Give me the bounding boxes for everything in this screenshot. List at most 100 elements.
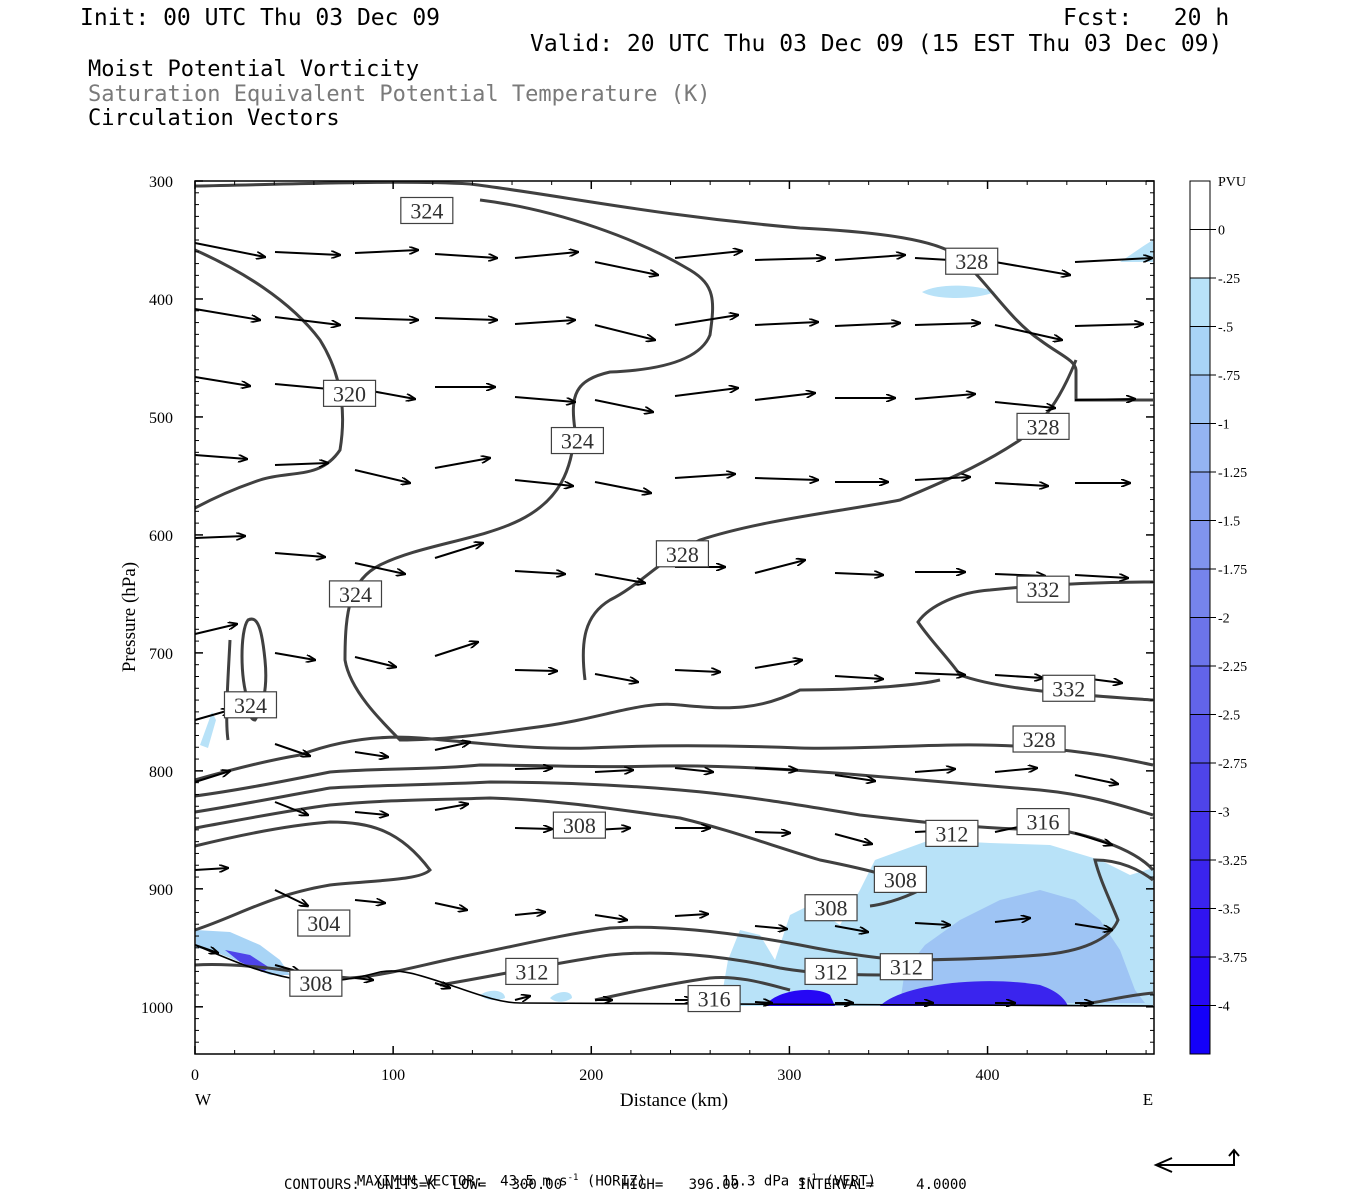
contour-label: 328 bbox=[1023, 727, 1056, 752]
init-time: Init: 00 UTC Thu 03 Dec 09 bbox=[80, 5, 441, 31]
max-vector-label: MAXIMUM VECTOR: bbox=[356, 1173, 484, 1190]
contour-label: 328 bbox=[1027, 414, 1060, 439]
colorbar-swatch bbox=[1190, 763, 1210, 812]
colorbar: 0 -.25 -.5 -.75 -1 -1.25 -1.5 -1.75 -2 -2.25 -2.5 -… bbox=[1189, 180, 1247, 1055]
contour-label: 324 bbox=[561, 429, 594, 454]
colorbar-label: -1.75 bbox=[1218, 563, 1247, 578]
colorbar-label: -.25 bbox=[1218, 272, 1240, 287]
vert-tag: (VERT) bbox=[825, 1173, 876, 1190]
contour-label: 308 bbox=[815, 896, 848, 921]
vert-value: 15.3 bbox=[721, 1173, 756, 1190]
contour-label-box bbox=[1042, 674, 1096, 702]
contour-label-box bbox=[945, 247, 999, 275]
colorbar-label: -.75 bbox=[1218, 369, 1240, 384]
pv-area-left-surface bbox=[196, 930, 290, 975]
x-axis-title: Distance (km) bbox=[620, 1090, 728, 1111]
vert-exponent: -1 bbox=[806, 1173, 817, 1183]
contours-line: CONTOURS: UNITS=K LOW= 300.00 HIGH= 396.… bbox=[284, 1177, 967, 1193]
title-theta-es: Saturation Equivalent Potential Temperat… bbox=[88, 82, 711, 107]
contour-label-box bbox=[550, 426, 605, 455]
x-tick-label: 400 bbox=[976, 1067, 1000, 1084]
y-tick-label: 1000 bbox=[141, 1000, 173, 1017]
colorbar-swatch bbox=[1190, 811, 1210, 861]
contour-label-box bbox=[804, 957, 858, 986]
contour-labels: 324 328 320 324 328 328 324 332 332 324 328 308 312 3… bbox=[223, 196, 1096, 1013]
colorbar-swatch bbox=[1190, 666, 1210, 715]
colorbar-swatch bbox=[1190, 569, 1210, 618]
contour-label-box bbox=[297, 909, 351, 937]
pv-area-inner bbox=[900, 890, 1145, 1003]
y-tick-label: 600 bbox=[149, 528, 173, 545]
colorbar-swatch bbox=[1190, 860, 1210, 909]
pv-area-core-left bbox=[765, 989, 835, 1006]
y-tick-label: 500 bbox=[149, 410, 173, 427]
colorbar-swatch bbox=[1190, 181, 1210, 230]
colorbar-swatch bbox=[1190, 1005, 1210, 1055]
colorbar-label: -2 bbox=[1218, 612, 1230, 627]
colorbar-label: -3 bbox=[1218, 806, 1230, 821]
x-tick-label: 0 bbox=[191, 1067, 199, 1084]
colorbar-swatch bbox=[1190, 957, 1210, 1006]
contour-label: 332 bbox=[1027, 577, 1060, 602]
valid-time: Valid: 20 UTC Thu 03 Dec 09 (15 EST Thu … bbox=[530, 31, 1223, 57]
x-tick-label: 100 bbox=[381, 1067, 405, 1084]
colorbar-label: -2.25 bbox=[1218, 660, 1247, 675]
contour-label-box bbox=[552, 811, 606, 839]
colorbar-swatch bbox=[1190, 278, 1210, 327]
x-tick-label: 200 bbox=[579, 1067, 603, 1084]
colorbar-swatch bbox=[1190, 520, 1210, 570]
colorbar-label: -2.75 bbox=[1218, 757, 1247, 772]
y-tick-label: 700 bbox=[149, 646, 173, 663]
max-vector-line: MAXIMUM VECTOR: 43.5 m s-1 (HORIZ) 15.3 … bbox=[340, 1160, 876, 1189]
contour-label-box bbox=[1012, 725, 1066, 753]
contour-label: 308 bbox=[884, 867, 917, 892]
contour-label-box bbox=[322, 379, 377, 407]
contour-label: 316 bbox=[1027, 810, 1060, 835]
horiz-unit: m s bbox=[542, 1173, 568, 1190]
colorbar-label: -1 bbox=[1218, 418, 1230, 433]
x-tick-label: 300 bbox=[777, 1067, 801, 1084]
contour-label: 312 bbox=[935, 821, 968, 846]
contour-label-box bbox=[687, 984, 741, 1013]
contour-label: 316 bbox=[698, 987, 731, 1012]
contour-label: 328 bbox=[666, 542, 699, 567]
contour-label: 332 bbox=[1052, 676, 1085, 701]
contour-label-box bbox=[328, 580, 383, 608]
colorbar-swatch bbox=[1190, 908, 1210, 958]
colorbar-swatch bbox=[1190, 229, 1210, 279]
forecast-hour: Fcst: 20 h bbox=[1063, 5, 1230, 31]
colorbar-swatch bbox=[1190, 472, 1210, 521]
contour-label-box bbox=[223, 691, 278, 719]
contour-label: 312 bbox=[515, 959, 548, 984]
horiz-tag: (HORIZ) bbox=[586, 1173, 646, 1190]
contour-label: 324 bbox=[339, 582, 372, 607]
colorbar-swatch bbox=[1190, 423, 1210, 473]
vert-unit: dPa s bbox=[763, 1173, 807, 1190]
contour-label: 308 bbox=[299, 971, 332, 996]
pv-area-left-mid bbox=[200, 712, 216, 748]
contour-label: 312 bbox=[890, 955, 923, 980]
contour-label-box bbox=[400, 196, 454, 225]
x-end-right: E bbox=[1143, 1090, 1153, 1109]
pv-area-upper bbox=[922, 285, 995, 298]
contour-label-box bbox=[873, 865, 927, 894]
colorbar-swatch bbox=[1190, 714, 1210, 764]
horiz-value: 43.5 bbox=[500, 1173, 534, 1190]
colorbar-label: -3.25 bbox=[1218, 854, 1247, 869]
contour-label-box bbox=[925, 819, 979, 847]
colorbar-label: -4 bbox=[1218, 1000, 1230, 1015]
contour-label-box bbox=[289, 969, 343, 997]
contour-label: 312 bbox=[815, 959, 848, 984]
colorbar-label: -3.5 bbox=[1218, 903, 1240, 918]
x-end-left: W bbox=[195, 1090, 212, 1109]
contour-label-box bbox=[655, 540, 710, 568]
contour-label: 304 bbox=[307, 911, 340, 936]
contour-label-box bbox=[1016, 575, 1070, 603]
y-axis-title: Pressure (hPa) bbox=[119, 562, 140, 672]
reference-vector-icon bbox=[1153, 1148, 1240, 1173]
y-tick-label: 400 bbox=[149, 292, 173, 309]
colorbar-label: -1.5 bbox=[1218, 515, 1240, 530]
contour-label-box bbox=[1016, 412, 1070, 440]
contour-label-box bbox=[879, 953, 933, 981]
